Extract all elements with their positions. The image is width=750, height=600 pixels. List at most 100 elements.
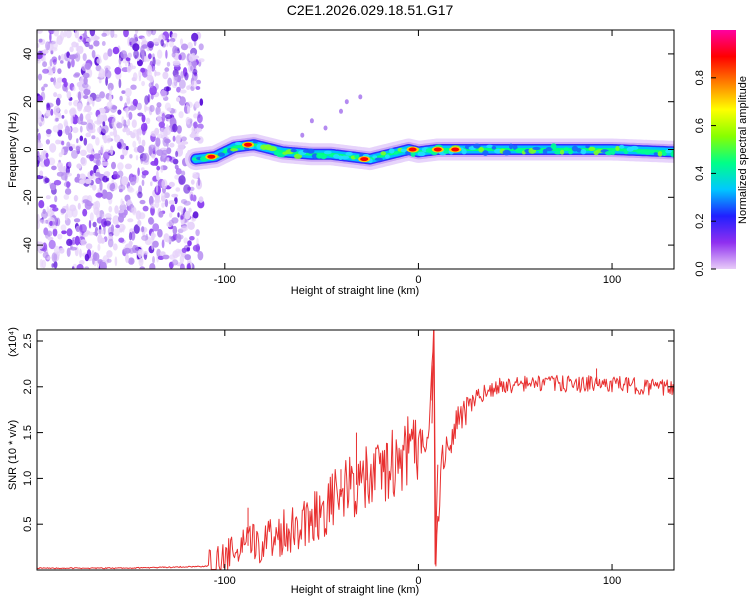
- noise-speckle: [137, 191, 143, 199]
- noise-speckle: [60, 224, 67, 231]
- noise-speckle: [137, 219, 142, 227]
- noise-speckle: [85, 243, 93, 250]
- noise-speckle: [57, 233, 63, 240]
- track-blob: [340, 155, 350, 160]
- y-tick-label: 1.5: [22, 425, 34, 440]
- noise-speckle: [60, 208, 67, 214]
- noise-speckle: [53, 261, 58, 269]
- noise-speckle: [79, 248, 82, 258]
- track-blob: [290, 148, 297, 153]
- noise-speckle: [83, 137, 88, 146]
- noise-speckle: [57, 162, 63, 169]
- noise-speckle: [51, 165, 57, 171]
- noise-speckle: [135, 155, 139, 161]
- noise-speckle: [94, 172, 101, 177]
- noise-speckle: [140, 67, 146, 73]
- track-blob: [512, 145, 518, 150]
- noise-speckle: [76, 42, 79, 48]
- noise-speckle: [183, 184, 191, 194]
- noise-speckle: [86, 37, 92, 43]
- noise-speckle: [164, 192, 170, 199]
- noise-speckle: [63, 30, 67, 38]
- track-blob: [653, 152, 658, 156]
- y-tick-label: 2.5: [22, 333, 34, 348]
- noise-speckle: [127, 218, 134, 223]
- track-blob: [385, 154, 390, 159]
- noise-speckle: [126, 98, 131, 105]
- noise-speckle: [64, 188, 72, 195]
- noise-speckle: [192, 211, 199, 219]
- noise-speckle: [45, 139, 51, 145]
- noise-speckle: [149, 76, 154, 83]
- noise-speckle: [95, 192, 103, 198]
- noise-speckle: [136, 102, 142, 111]
- noise-speckle: [113, 228, 120, 237]
- noise-speckle: [150, 160, 158, 166]
- noise-speckle: [148, 195, 154, 206]
- noise-speckle: [125, 253, 129, 264]
- track-blob: [568, 150, 574, 155]
- noise-speckle: [93, 36, 100, 40]
- noise-speckle: [145, 117, 151, 125]
- noise-speckle: [93, 40, 100, 47]
- noise-speckle: [66, 247, 71, 257]
- noise-speckle: [180, 136, 187, 142]
- noise-speckle: [138, 69, 142, 78]
- noise-speckle: [193, 136, 201, 141]
- noise-speckle: [120, 154, 125, 160]
- noise-speckle: [51, 263, 55, 268]
- snr-line: [37, 330, 674, 570]
- noise-speckle: [121, 116, 125, 125]
- noise-speckle: [82, 82, 89, 89]
- noise-speckle: [43, 157, 50, 167]
- noise-speckle: [106, 101, 113, 109]
- noise-speckle: [129, 176, 137, 186]
- noise-speckle: [180, 215, 184, 220]
- noise-speckle: [162, 254, 170, 260]
- noise-speckle: [142, 152, 150, 163]
- x-tick-label: 100: [603, 274, 621, 286]
- noise-speckle: [166, 238, 172, 243]
- noise-speckle: [37, 175, 44, 180]
- noise-speckle: [83, 95, 89, 99]
- noise-speckle: [45, 109, 52, 117]
- noise-speckle: [45, 195, 51, 200]
- noise-speckle: [197, 114, 203, 124]
- noise-speckle: [76, 138, 79, 144]
- noise-speckle: [71, 150, 78, 159]
- noise-speckle: [66, 208, 74, 218]
- noise-speckle: [75, 225, 81, 232]
- track-blob: [560, 149, 565, 155]
- noise-speckle: [50, 77, 54, 83]
- colorbar-scale: [711, 30, 736, 269]
- noise-speckle: [80, 239, 87, 246]
- noise-speckle: [57, 68, 62, 74]
- noise-speckle: [132, 43, 140, 52]
- hot-spot: [244, 142, 252, 147]
- noise-speckle: [175, 233, 182, 244]
- noise-speckle: [66, 91, 72, 99]
- scatter-dot: [344, 99, 349, 105]
- noise-speckle: [37, 109, 42, 120]
- noise-speckle: [126, 66, 132, 73]
- noise-speckle: [133, 33, 138, 42]
- noise-speckle: [141, 235, 149, 241]
- track-blob: [491, 146, 497, 150]
- noise-speckle: [127, 52, 132, 59]
- noise-speckle: [54, 81, 62, 89]
- noise-speckle: [66, 203, 69, 210]
- noise-speckle: [58, 55, 61, 61]
- noise-speckle: [111, 161, 116, 170]
- colorbar-tick-label: 0.6: [694, 118, 706, 133]
- noise-speckle: [169, 156, 176, 163]
- noise-speckle: [159, 251, 166, 256]
- noise-speckle: [138, 75, 142, 82]
- noise-speckle: [138, 136, 142, 145]
- noise-speckle: [108, 205, 113, 213]
- noise-speckle: [68, 54, 76, 60]
- noise-speckle: [48, 239, 56, 250]
- noise-speckle: [194, 127, 203, 133]
- spectrogram-xlabel: Height of straight line (km): [291, 285, 419, 297]
- noise-speckle: [88, 219, 92, 229]
- noise-speckle: [37, 30, 43, 34]
